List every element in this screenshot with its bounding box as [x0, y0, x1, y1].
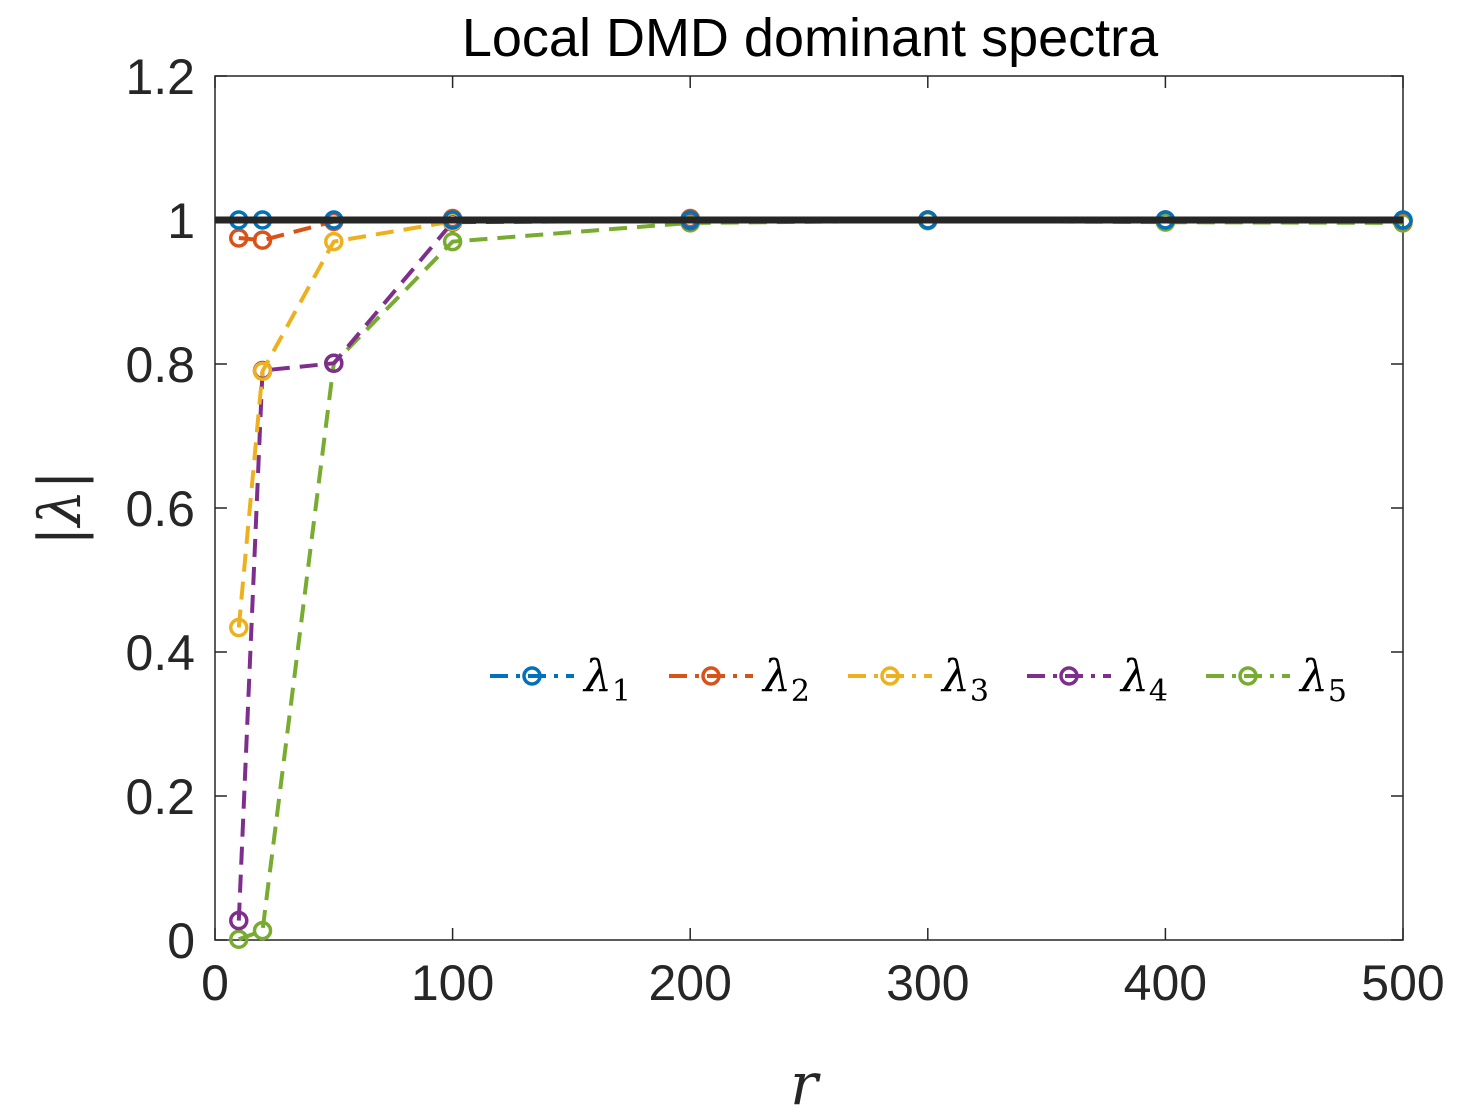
x-tick-label: 400	[1124, 955, 1207, 1011]
series-line-2	[238, 216, 1404, 243]
data-point-4	[324, 353, 344, 374]
x-tick-label: 0	[201, 955, 229, 1011]
data-point-3	[252, 361, 273, 381]
data-point-5	[252, 920, 273, 941]
data-point-5	[442, 231, 463, 252]
legend-label-4: λ4	[1119, 651, 1168, 709]
y-tick-label: 0	[167, 913, 195, 969]
y-tick-label: 1.2	[125, 49, 195, 105]
legend-label-3: λ3	[940, 651, 989, 709]
legend-label-5: λ5	[1298, 651, 1347, 709]
axes-box	[214, 75, 1404, 941]
data-point-5	[229, 929, 249, 950]
legend-marker-1	[522, 666, 542, 686]
legend-label-2: λ2	[761, 651, 810, 709]
y-tick-label: 1	[167, 193, 195, 249]
legend-marker-3	[880, 666, 900, 686]
legend: λ1 λ2 λ3 λ4 λ5	[490, 651, 1347, 709]
y-tick-label: 0.8	[125, 337, 195, 393]
legend-label-1: λ1	[582, 651, 631, 709]
y-axis-label: |λ|	[26, 470, 94, 546]
data-point-4	[229, 910, 249, 931]
y-tick-label: 0.4	[125, 625, 195, 681]
plot-area: 0 100 200 300 400 500 0 0.2 0.4 0.6 0.8 1 1.2	[125, 49, 1444, 1011]
x-axis-label: r	[790, 1050, 821, 1114]
data-point-3	[324, 231, 344, 252]
x-tick-label: 300	[886, 955, 969, 1011]
data-point-2	[229, 228, 249, 248]
x-tick-label: 500	[1361, 955, 1444, 1011]
legend-marker-2	[701, 666, 721, 686]
chart-title: Local DMD dominant spectra	[462, 8, 1159, 68]
legend-marker-5	[1238, 666, 1258, 686]
x-tick-label: 100	[411, 955, 494, 1011]
x-axis-ticks: 0 100 200 300 400 500	[201, 76, 1445, 1011]
y-axis-ticks: 0 0.2 0.4 0.6 0.8 1 1.2	[125, 49, 1403, 969]
data-point-3	[229, 617, 249, 638]
y-tick-label: 0.6	[125, 481, 195, 537]
legend-marker-4	[1059, 666, 1079, 686]
y-tick-label: 0.2	[125, 769, 195, 825]
data-point-2	[252, 230, 273, 250]
x-tick-label: 200	[648, 955, 731, 1011]
